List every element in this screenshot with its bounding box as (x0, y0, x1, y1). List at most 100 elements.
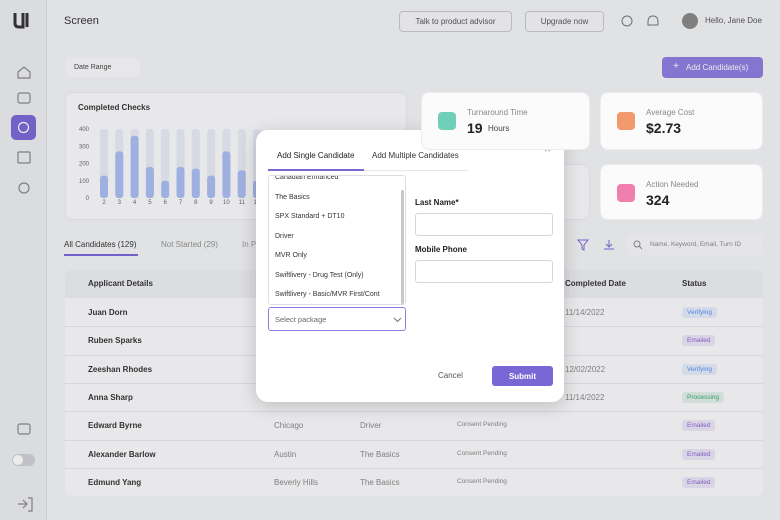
cell: 12/02/2022 (565, 364, 606, 374)
stat-label: Action Needed (646, 180, 699, 189)
stat-card: Turnaround Time 19 Hours (421, 92, 590, 150)
bar (100, 175, 108, 198)
cell: Juan Dorn (88, 308, 128, 317)
modal: × Add Single Candidate Add Multiple Cand… (256, 130, 564, 402)
x-tick-label: 4 (133, 200, 137, 206)
stat-label: Average Cost (646, 108, 695, 117)
status-badge: Verifying (682, 363, 717, 375)
bar (115, 151, 124, 198)
dropdown-list: Canadian Enhanced The Basics SPX Standard … (268, 175, 406, 305)
x-tick-label: 8 (194, 200, 198, 206)
y-tick-label: 0 (86, 196, 90, 202)
page-title: Screen (64, 15, 99, 27)
field-label: Last Name* (415, 198, 459, 207)
plus-icon: + (673, 61, 679, 72)
cell: Zeeshan Rhodes (88, 364, 153, 374)
option[interactable]: Driver (275, 232, 294, 240)
x-tick-label: 3 (118, 200, 122, 206)
stat-icon (617, 184, 635, 202)
chevron (393, 317, 402, 323)
y-tick-label: 100 (79, 179, 90, 185)
status-badge: Emailed (682, 420, 716, 432)
submit-button[interactable]: Submit (492, 366, 553, 386)
cell: Edward Byrne (88, 421, 142, 431)
package-select[interactable]: Select package (268, 307, 406, 331)
y-tick-label: 200 (79, 162, 90, 168)
add-candidate-button[interactable]: + Add Candidate(s) (662, 57, 763, 78)
header-icons (621, 13, 698, 29)
x-tick-label: 10 (223, 200, 230, 206)
stat-value: 324 (646, 192, 670, 208)
modal-tab-underline (268, 169, 364, 171)
chart-title: Completed Checks (78, 103, 151, 112)
select-placeholder: Select package (275, 315, 327, 324)
upgrade-button[interactable]: Upgrade now (525, 11, 604, 32)
field-label: Mobile Phone (415, 245, 467, 254)
option[interactable]: Canadian Enhanced (275, 175, 339, 181)
tab-underline (64, 254, 138, 256)
cell: Consent Pending (457, 449, 507, 457)
option[interactable]: Swiftlivery - Basic/MVR First/Cont (275, 291, 380, 298)
cell: 11/14/2022 (565, 308, 605, 317)
row-divider (65, 411, 763, 413)
mobile-input[interactable] (415, 260, 553, 283)
option[interactable]: Swiftlivery - Drug Test (Only) (275, 271, 364, 279)
status-badge: Emailed (682, 335, 716, 347)
cell: Edmund Yang (88, 477, 142, 487)
bar (176, 166, 185, 198)
option[interactable]: The Basics (275, 193, 310, 201)
column-header: Applicant Details (88, 279, 153, 288)
search-placeholder: Name, Keyword, Email, Turn ID (650, 241, 742, 248)
x-tick-label: 6 (164, 200, 168, 206)
x-tick-label: 7 (179, 200, 183, 206)
search-box[interactable]: Name, Keyword, Email, Turn ID (627, 235, 763, 255)
sidebar (0, 0, 47, 520)
table-tools (576, 239, 614, 251)
date-range[interactable]: Date Range (66, 58, 140, 77)
cell: Consent Pending (457, 421, 507, 429)
tab-rule (268, 170, 468, 171)
advisor-button[interactable]: Talk to product advisor (399, 11, 512, 32)
x-tick-label: 5 (148, 200, 152, 206)
active-nav[interactable] (11, 115, 36, 140)
tab[interactable]: All Candidates (129) (64, 240, 137, 249)
y-tick-label: 400 (79, 127, 90, 133)
scrollbar[interactable] (401, 190, 404, 304)
status-badge: Verifying (682, 307, 717, 318)
chart: 010020030040023456789101112 (79, 127, 261, 206)
status-badge: Emailed (682, 476, 716, 488)
status-badge: Processing (682, 391, 725, 403)
cell: 11/14/2022 (565, 392, 605, 402)
stat-value: 19 (467, 120, 483, 136)
bar (207, 175, 216, 198)
y-tick-label: 300 (79, 144, 90, 150)
cell: The Basics (360, 449, 400, 459)
stat-icon (617, 112, 635, 130)
cell: Anna Sharp (88, 392, 133, 402)
option[interactable]: MVR Only (275, 252, 307, 259)
option[interactable]: SPX Standard + DT10 (275, 213, 345, 220)
x-tick-label: 2 (102, 200, 106, 206)
cell: Consent Pending (457, 477, 507, 485)
tab[interactable]: Not Started (29) (161, 240, 218, 249)
cell: Ruben Sparks (88, 336, 142, 346)
x-tick-label: 9 (209, 200, 213, 206)
bar-track (161, 129, 170, 198)
stat-label: Turnaround Time (467, 108, 528, 117)
bar (161, 180, 170, 198)
x-tick-label: 11 (239, 200, 246, 206)
last-name-input[interactable] (415, 213, 553, 236)
status-badge: Emailed (682, 448, 716, 460)
cancel-button[interactable]: Cancel (438, 371, 463, 380)
modal-tab[interactable]: Add Multiple Candidates (372, 151, 459, 160)
cell: Chicago (274, 421, 304, 431)
bar (130, 135, 139, 198)
modal-tab[interactable]: Add Single Candidate (277, 151, 355, 160)
stat-icon (438, 112, 456, 130)
date-range-label: Date Range (74, 64, 112, 71)
cell: The Basics (360, 477, 400, 487)
tab[interactable]: In P (242, 240, 257, 249)
logo (13, 13, 29, 29)
row-divider (65, 467, 763, 469)
